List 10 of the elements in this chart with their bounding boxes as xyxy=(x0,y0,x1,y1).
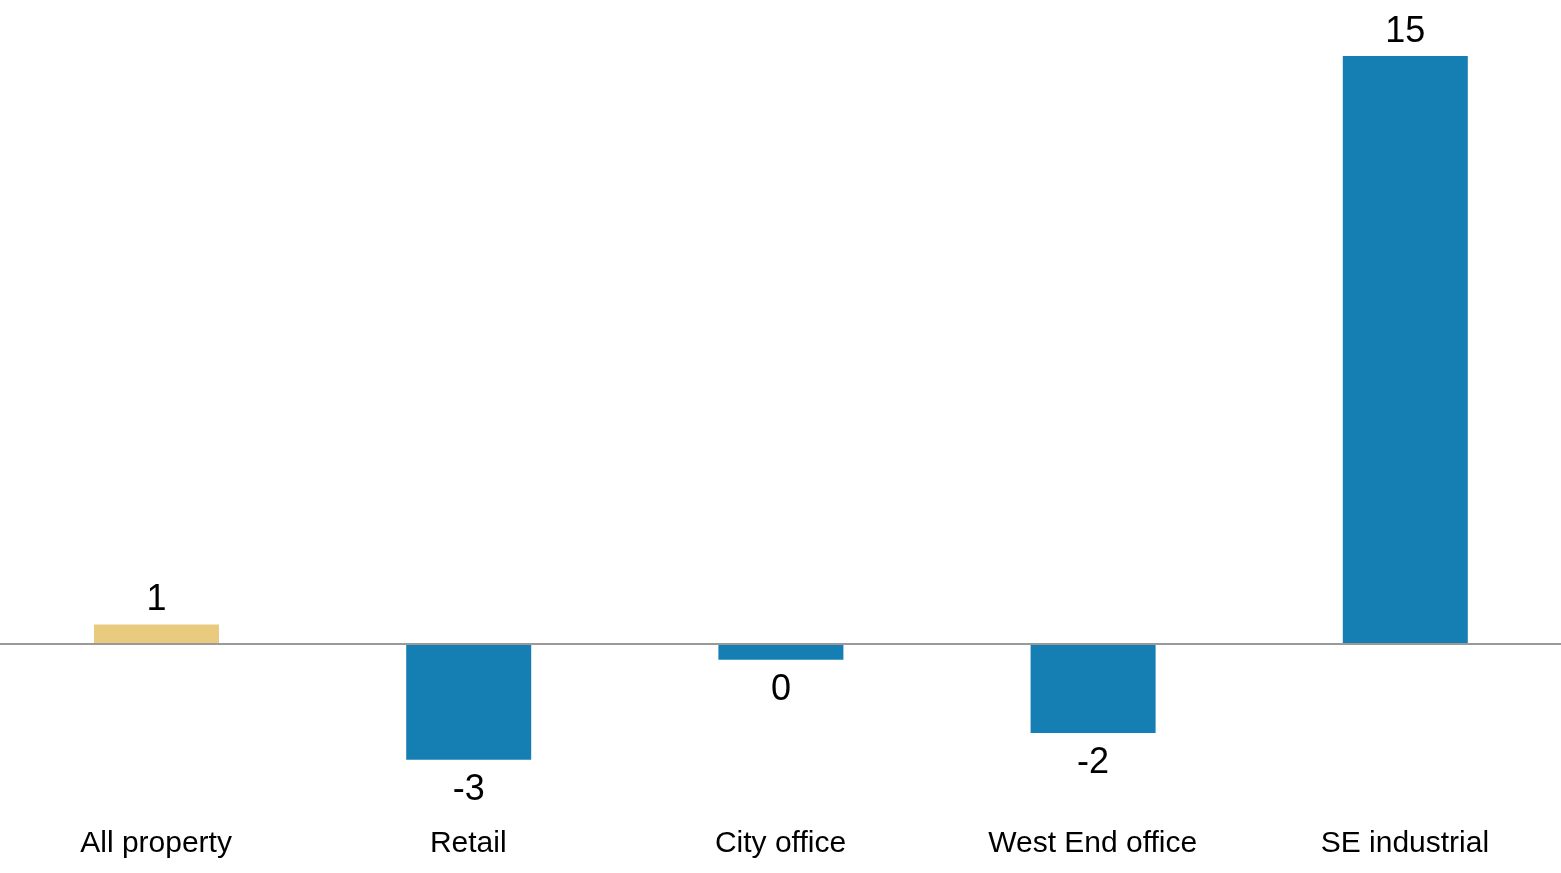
x-tick-label: West End office xyxy=(988,825,1198,859)
x-tick-label: All property xyxy=(80,825,232,859)
data-label: 1 xyxy=(146,577,167,619)
x-tick-label: Retail xyxy=(429,825,507,859)
x-tick-label: SE industrial xyxy=(1320,825,1490,859)
data-label: -2 xyxy=(1077,740,1110,782)
data-label: 15 xyxy=(1385,9,1426,50)
x-tick-label: City office xyxy=(714,825,847,859)
data-label: -3 xyxy=(452,766,485,808)
data-label: 0 xyxy=(770,666,791,708)
